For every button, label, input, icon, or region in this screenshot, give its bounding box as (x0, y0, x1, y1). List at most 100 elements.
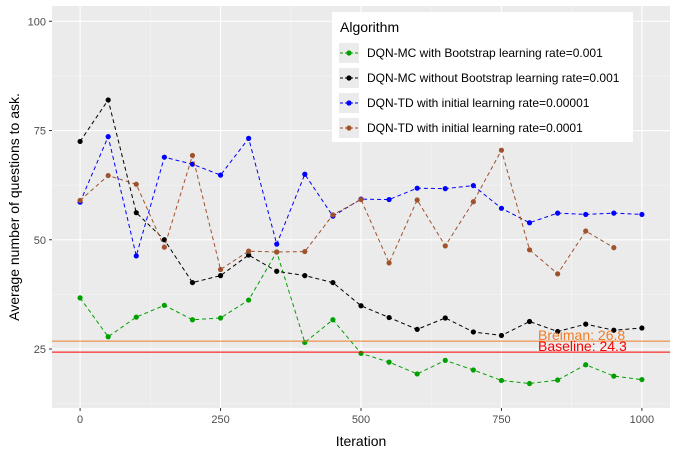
data-point (442, 315, 448, 321)
data-point (330, 212, 336, 218)
data-point (611, 210, 617, 216)
x-axis: 0 250 500 750 1000 (77, 408, 654, 426)
legend-box (332, 12, 633, 142)
data-point (302, 171, 308, 177)
x-tick-label: 250 (211, 414, 229, 426)
data-point (274, 268, 280, 274)
data-point (386, 196, 392, 203)
data-point (583, 321, 589, 327)
data-point (302, 339, 308, 346)
data-point (246, 297, 252, 303)
data-point (105, 97, 111, 103)
data-point (105, 334, 111, 340)
data-point (133, 210, 139, 216)
legend-marker (346, 50, 352, 56)
x-tick-label: 750 (492, 414, 510, 426)
data-point (414, 371, 420, 377)
data-point (161, 302, 167, 308)
data-point (386, 260, 392, 266)
data-point (611, 327, 617, 333)
data-point (246, 135, 252, 141)
series-line (79, 148, 615, 275)
series-layer (77, 97, 645, 387)
y-tick-label: 25 (34, 344, 46, 356)
data-point (639, 376, 645, 383)
data-point (161, 154, 167, 160)
data-point (498, 205, 505, 211)
data-point (133, 314, 139, 320)
data-point (217, 266, 224, 273)
data-point (133, 253, 139, 259)
data-point (414, 185, 420, 191)
y-tick-label: 100 (28, 16, 46, 28)
data-point (105, 172, 111, 179)
data-point (358, 350, 364, 356)
data-point (274, 249, 280, 255)
data-point (105, 134, 111, 140)
data-point (526, 318, 533, 325)
data-point (133, 181, 139, 187)
data-point (77, 138, 83, 145)
y-tick-label: 75 (34, 126, 46, 138)
data-point (555, 328, 561, 335)
legend: Algorithm DQN-MC with Bootstrap learning… (332, 12, 633, 142)
data-point (526, 247, 533, 253)
data-point (470, 329, 476, 335)
legend-title: Algorithm (340, 19, 399, 35)
data-point (77, 197, 83, 204)
data-point (386, 359, 392, 365)
data-point (611, 373, 617, 379)
data-point (189, 279, 196, 286)
y-axis: 25 50 75 100 (28, 16, 52, 356)
data-point (442, 186, 448, 192)
data-point (639, 325, 645, 331)
data-point (386, 314, 392, 321)
data-point (302, 248, 308, 255)
data-point (358, 196, 364, 203)
data-point (555, 210, 561, 216)
x-tick-label: 0 (77, 414, 83, 426)
data-point (217, 273, 224, 279)
data-point (555, 377, 561, 383)
data-point (161, 237, 167, 243)
legend-label: DQN-MC without Bootstrap learning rate=0… (367, 71, 620, 85)
data-point (330, 279, 336, 286)
data-point (217, 315, 224, 321)
data-point (498, 147, 505, 153)
series-4 (77, 147, 617, 277)
data-point (442, 243, 448, 249)
x-axis-title: Iteration (336, 433, 387, 449)
data-point (161, 244, 167, 250)
data-point (470, 367, 476, 373)
x-tick-label: 500 (352, 414, 370, 426)
data-point (246, 252, 252, 258)
legend-item: DQN-TD with initial learning rate=0.0000… (339, 93, 590, 113)
data-point (611, 245, 617, 251)
data-point (639, 211, 645, 218)
legend-label: DQN-TD with initial learning rate=0.0001 (367, 121, 583, 135)
data-point (526, 220, 533, 226)
legend-marker (346, 100, 352, 106)
series-3 (77, 134, 645, 259)
legend-label: DQN-TD with initial learning rate=0.0000… (367, 96, 590, 110)
legend-label: DQN-MC with Bootstrap learning rate=0.00… (367, 46, 603, 60)
legend-items: DQN-MC with Bootstrap learning rate=0.00… (339, 43, 620, 138)
data-point (274, 241, 280, 247)
legend-marker (346, 125, 352, 131)
data-point (189, 152, 196, 159)
data-point (217, 172, 224, 178)
legend-marker (346, 75, 352, 81)
x-tick-label: 1000 (630, 414, 654, 426)
reference-label: Baseline: 24.3 (538, 338, 627, 354)
data-point (358, 303, 364, 309)
legend-item: DQN-MC with Bootstrap learning rate=0.00… (339, 43, 603, 63)
data-point (526, 380, 533, 387)
data-point (189, 317, 196, 323)
data-point (414, 326, 420, 332)
data-point (555, 271, 561, 277)
data-point (583, 228, 589, 234)
data-point (302, 273, 308, 279)
data-point (414, 197, 420, 203)
